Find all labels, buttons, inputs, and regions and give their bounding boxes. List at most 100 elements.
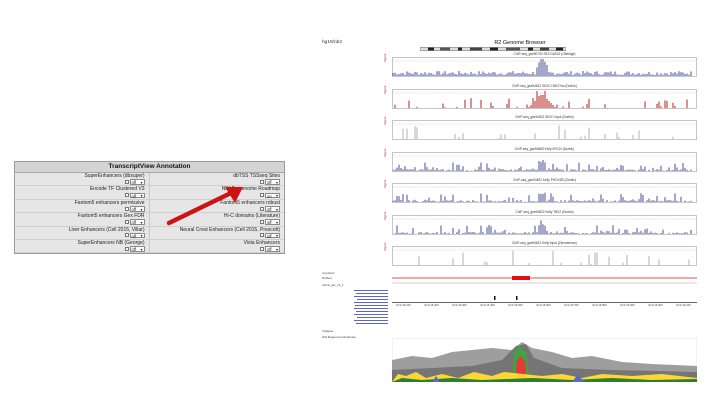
annotation-option: Fantom5 enhancers permissive off xyxy=(15,199,150,214)
side-label-cytoband: Cytoband xyxy=(322,271,335,275)
browser-title: R2 Genome Browser xyxy=(494,40,546,46)
peak-marks xyxy=(494,296,518,300)
track-label: ChIP-seq_gse90792 SE2 GATA2 (Oldridge) xyxy=(513,52,576,56)
track-label: ChIP-seq_gse94822 Kelly TBX2 (Durbin) xyxy=(515,209,574,214)
annotation-option-select[interactable]: off xyxy=(129,246,145,252)
signal-track: ChIP-seq_gse90792 SE2 GATA2 (Oldridge) Si… xyxy=(383,52,697,77)
genomic-coordinate-axis: chr2:15,100 chr2:15,200 chr2:15,300 chr2:15… xyxy=(392,302,697,309)
roadmap-chromatin-state-plot xyxy=(392,338,697,382)
track-label: ChIP-seq_gse94822 SE2C H3K27ac (Durbin) xyxy=(512,83,577,88)
panel-title: TranscriptView Annotation xyxy=(15,162,284,173)
signal-track: ChIP-seq_gse94822 SE2C H3K27ac (Durbin) S… xyxy=(383,83,697,109)
red-arrow-pointer xyxy=(166,187,243,226)
annotation-option-select[interactable]: off xyxy=(129,232,145,239)
track-label: ChIP-seq_gse94822 SE2C input (Durbin) xyxy=(515,115,574,119)
axis-tick-label: chr2:15,400 xyxy=(480,303,495,307)
option-checkbox[interactable] xyxy=(260,179,264,184)
annotation-option-select[interactable]: off xyxy=(129,192,145,199)
annotation-option: SuperEnhancers (dbsuper) off xyxy=(15,173,150,187)
chromosome-ideogram xyxy=(420,47,566,51)
track-y-label: Signal xyxy=(383,85,387,94)
annotation-option-select[interactable]: off xyxy=(265,205,280,212)
option-checkbox[interactable] xyxy=(124,219,129,224)
annotation-option: dbTSS TSSseq Sites off xyxy=(149,173,284,187)
annotation-options-grid: SuperEnhancers (dbsuper)offdbTSS TSSseq … xyxy=(15,173,284,254)
annotation-option: Neural Crest Enhancers (Cell 2015, Presc… xyxy=(149,226,284,240)
annotation-option-label: Fantom5 enhancers robust xyxy=(220,199,280,206)
axis-tick-label: chr2:15,800 xyxy=(592,303,607,307)
annotation-option-select[interactable]: off xyxy=(129,179,145,185)
annotation-option-label: Fantom5 enhancers Gex FDR xyxy=(77,213,145,220)
annotation-option: Fantom5 enhancers Gex FDR off xyxy=(15,213,150,227)
genome-browser: hg19/nb2 R2 Genome Browser ChIP-seq_gse9… xyxy=(322,38,720,416)
annotation-option-label: Neural Crest Enhancers (Cell 2015, Presc… xyxy=(179,226,280,233)
annotation-option-label: Fantom5 enhancers permissive xyxy=(74,199,145,206)
annotation-option-label: Hi-C domains (Literature) xyxy=(223,213,280,220)
annotation-option-label: dbTSS TSSseq Sites xyxy=(233,173,280,179)
track-plot-frame xyxy=(392,120,697,140)
annotation-option-select[interactable]: on xyxy=(265,192,280,199)
option-checkbox[interactable] xyxy=(124,206,129,211)
option-checkbox[interactable] xyxy=(260,193,264,198)
annotation-option-select[interactable]: off xyxy=(265,219,280,225)
track-y-label: Signal xyxy=(383,211,387,220)
track-label: ChIP-seq_gse94822 Kelly PHOX2B (Durbin) xyxy=(512,178,577,182)
annotation-option-select[interactable]: off xyxy=(129,205,145,212)
axis-tick-label: chr2:15,100 xyxy=(396,303,411,307)
option-checkbox[interactable] xyxy=(260,233,264,238)
annotation-option: Encode TF Clustered V3 off xyxy=(15,186,150,200)
option-checkbox[interactable] xyxy=(260,219,264,224)
annotation-option-select[interactable]: off xyxy=(265,179,280,185)
option-checkbox[interactable] xyxy=(260,206,264,211)
annotation-option-select[interactable]: off xyxy=(265,246,280,252)
track-signal xyxy=(392,186,697,202)
option-checkbox[interactable] xyxy=(124,193,129,198)
annotation-option-label: Liver Enhancers (Cell 2015, Villar) xyxy=(68,226,145,233)
axis-tick-label: chr2:15,300 xyxy=(452,303,467,307)
option-checkbox[interactable] xyxy=(260,246,264,251)
gene-model xyxy=(392,276,697,284)
transcriptview-annotation-panel: TranscriptView Annotation SuperEnhancers… xyxy=(14,161,285,254)
annotation-option-label: Vista Enhancers xyxy=(243,239,280,246)
axis-tick-label: chr2:15,700 xyxy=(564,303,579,307)
option-checkbox[interactable] xyxy=(124,233,129,238)
option-checkbox[interactable] xyxy=(124,179,129,184)
side-label-refseq: RefSeq xyxy=(322,276,332,280)
annotation-option: Liver Enhancers (Cell 2015, Villar) off xyxy=(15,226,150,240)
track-y-label: Signal xyxy=(383,53,387,62)
track-plot-frame xyxy=(392,57,697,77)
track-signal xyxy=(392,155,697,171)
track-y-label: Signal xyxy=(383,179,387,188)
annotation-option-select[interactable]: off xyxy=(129,219,145,225)
sample-legend-lines xyxy=(354,290,388,324)
axis-tick-label: chr2:15,500 xyxy=(508,303,523,307)
signal-track: ChIP-seq_gse94822 Kelly input (Zimmerman… xyxy=(383,241,697,266)
annotation-option: Fantom5 enhancers robust off xyxy=(149,199,284,214)
signal-track: ChIP-seq_gse94822 Kelly PHOX2B (Durbin) S… xyxy=(383,178,697,203)
track-y-label: Signal xyxy=(383,242,387,251)
track-label: ChIP-seq_gse94822 Kelly input (Zimmerman… xyxy=(512,241,577,245)
track-plot-frame xyxy=(392,214,697,235)
track-y-label: Signal xyxy=(383,116,387,125)
annotation-option-label: SuperEnhancers NB (George) xyxy=(77,239,145,246)
axis-tick-label: chr2:16,000 xyxy=(648,303,663,307)
side-label-sample: nbr19_gsc_nb_1 xyxy=(322,283,344,287)
bottom-label-roadmap: NIH Epigenome Roadmap xyxy=(322,335,356,339)
track-signal xyxy=(392,59,697,76)
assembly-label: hg19/nb2 xyxy=(322,40,343,45)
axis-tick-label: chr2:15,600 xyxy=(536,303,551,307)
annotation-option: Hi-C domains (Literature) off xyxy=(149,213,284,227)
track-label: ChIP-seq_gse90683 Kelly MYCN (Durbin) xyxy=(514,146,575,151)
track-signal xyxy=(392,123,697,139)
track-signal xyxy=(392,218,697,234)
annotation-option: Vista Enhancers off xyxy=(149,239,284,254)
annotation-option-label: NIH Epigenome Roadmap xyxy=(221,186,280,193)
track-signal xyxy=(392,90,697,108)
track-y-label: Signal xyxy=(383,148,387,157)
annotation-option-select[interactable]: off xyxy=(265,232,280,239)
signal-track: ChIP-seq_gse94822 Kelly TBX2 (Durbin) Sig… xyxy=(383,209,697,235)
annotation-option-label: SuperEnhancers (dbsuper) xyxy=(84,173,145,179)
axis-tick-label: chr2:15,200 xyxy=(424,303,439,307)
option-checkbox[interactable] xyxy=(124,246,129,251)
annotation-option: SuperEnhancers NB (George) off xyxy=(15,239,150,254)
